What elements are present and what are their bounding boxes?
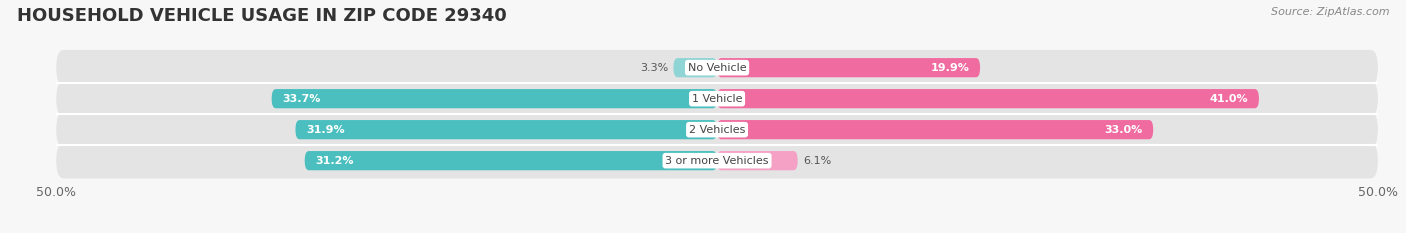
FancyBboxPatch shape xyxy=(271,89,717,108)
Text: 41.0%: 41.0% xyxy=(1209,94,1249,104)
Text: 3.3%: 3.3% xyxy=(640,63,668,73)
FancyBboxPatch shape xyxy=(295,120,717,139)
FancyBboxPatch shape xyxy=(56,112,1378,147)
Text: 19.9%: 19.9% xyxy=(931,63,970,73)
Text: 31.2%: 31.2% xyxy=(315,156,354,166)
Text: No Vehicle: No Vehicle xyxy=(688,63,747,73)
FancyBboxPatch shape xyxy=(717,120,1153,139)
Text: 31.9%: 31.9% xyxy=(307,125,344,135)
FancyBboxPatch shape xyxy=(717,58,980,77)
FancyBboxPatch shape xyxy=(56,50,1378,86)
FancyBboxPatch shape xyxy=(717,151,797,170)
FancyBboxPatch shape xyxy=(717,89,1258,108)
Text: 1 Vehicle: 1 Vehicle xyxy=(692,94,742,104)
Text: 3 or more Vehicles: 3 or more Vehicles xyxy=(665,156,769,166)
Text: 33.7%: 33.7% xyxy=(283,94,321,104)
FancyBboxPatch shape xyxy=(305,151,717,170)
FancyBboxPatch shape xyxy=(56,143,1378,178)
FancyBboxPatch shape xyxy=(673,58,717,77)
FancyBboxPatch shape xyxy=(56,81,1378,116)
Text: 33.0%: 33.0% xyxy=(1104,125,1143,135)
Text: 2 Vehicles: 2 Vehicles xyxy=(689,125,745,135)
Text: HOUSEHOLD VEHICLE USAGE IN ZIP CODE 29340: HOUSEHOLD VEHICLE USAGE IN ZIP CODE 2934… xyxy=(17,7,506,25)
Text: Source: ZipAtlas.com: Source: ZipAtlas.com xyxy=(1271,7,1389,17)
Text: 6.1%: 6.1% xyxy=(803,156,831,166)
